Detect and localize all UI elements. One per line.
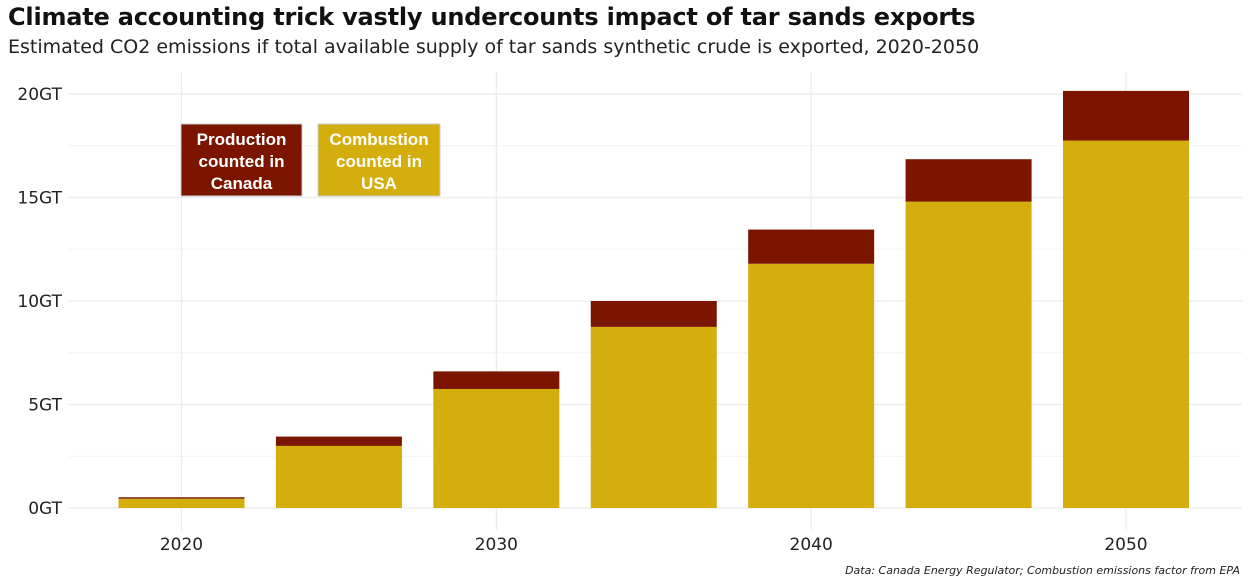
y-tick-label: 15GT	[17, 189, 62, 209]
y-tick-label: 0GT	[28, 499, 62, 519]
x-tick-label: 2050	[1104, 535, 1147, 555]
bar-production	[748, 229, 875, 264]
legend-swatch	[317, 123, 441, 197]
legend-label-line: Production	[197, 130, 287, 149]
y-axis: 0GT 5GT 10GT 15GT 20GT	[17, 85, 62, 519]
bar-combustion	[118, 498, 245, 508]
bar-combustion	[748, 263, 875, 508]
y-tick-label: 5GT	[28, 396, 62, 416]
bar-combustion	[275, 445, 402, 508]
legend-production: Production counted in Canada	[180, 123, 303, 197]
bar-production	[905, 159, 1032, 202]
legend-label-line: Combustion	[329, 130, 428, 149]
bar-combustion	[433, 388, 560, 508]
legend: Production counted in Canada Combustion coun…	[180, 123, 441, 197]
bar-combustion	[905, 201, 1032, 508]
bar-production	[118, 497, 245, 499]
legend-label-line: counted in	[199, 152, 285, 171]
bar-combustion	[1063, 140, 1189, 508]
legend-swatch	[180, 123, 303, 197]
bar-production	[275, 436, 402, 446]
x-tick-label: 2030	[475, 535, 518, 555]
source-caption: Data: Canada Energy Regulator; Combustio…	[845, 564, 1240, 577]
bar-production	[590, 301, 717, 327]
bar-production	[1063, 90, 1189, 141]
chart-subtitle: Estimated CO2 emissions if total availab…	[8, 36, 980, 58]
x-tick-label: 2020	[160, 535, 203, 555]
bars	[118, 90, 1189, 508]
legend-label-line: USA	[361, 174, 397, 193]
legend-label-line: Canada	[211, 174, 273, 193]
x-axis: 2020 2030 2040 2050	[160, 535, 1148, 555]
bar-combustion	[590, 326, 717, 508]
y-tick-label: 20GT	[17, 85, 62, 105]
x-tick-label: 2040	[790, 535, 833, 555]
bar-production	[433, 371, 560, 389]
chart-title: Climate accounting trick vastly undercou…	[8, 3, 976, 31]
y-tick-label: 10GT	[17, 292, 62, 312]
legend-combustion: Combustion counted in USA	[317, 123, 441, 197]
legend-label-line: counted in	[336, 152, 422, 171]
